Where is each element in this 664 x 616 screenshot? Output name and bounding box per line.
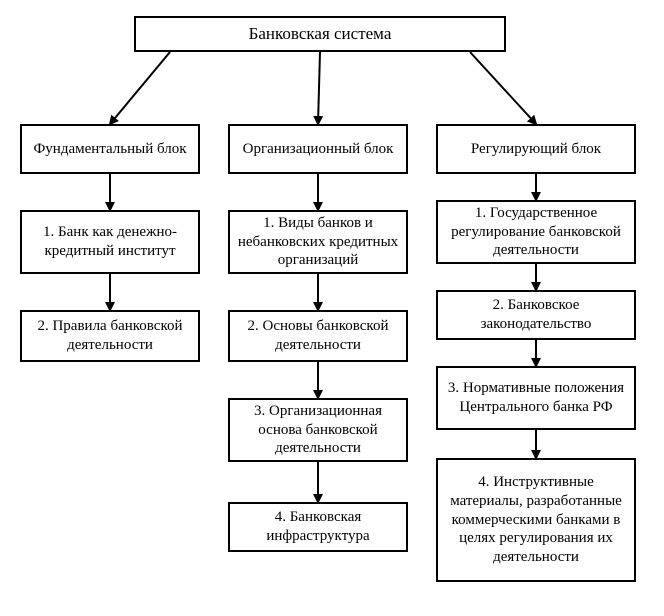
node-root: Банковская система [134,16,506,52]
node-col2_3: 3. Организационная основа банковской дея… [228,398,408,462]
node-col1_1: 1. Банк как денежно-кредитный институт [20,210,200,274]
edge-root-col2_h [318,52,320,124]
flowchart-canvas: Банковская система Фундаментальный блок 1.… [0,0,664,616]
edge-root-col1_h [110,52,170,124]
node-col3_4: 4. Инструктивные материалы, разработанны… [436,458,636,582]
node-col3_1: 1. Государственное регулирование банковс… [436,200,636,264]
node-col3_h: Регулирующий блок [436,124,636,174]
node-col2_4: 4. Банковская инфраструктура [228,502,408,552]
node-col1_h: Фундаментальный блок [20,124,200,174]
node-col2_1: 1. Виды банков и небанковских кре­дитных… [228,210,408,274]
node-col1_2: 2. Правила банков­ской деятельности [20,310,200,362]
node-col3_2: 2. Банковское законодательство [436,290,636,340]
node-col3_3: 3. Нормативные положения Центрального ба… [436,366,636,430]
node-col2_h: Организационный блок [228,124,408,174]
edge-root-col3_h [470,52,536,124]
node-col2_2: 2. Основы банков­ской деятельности [228,310,408,362]
